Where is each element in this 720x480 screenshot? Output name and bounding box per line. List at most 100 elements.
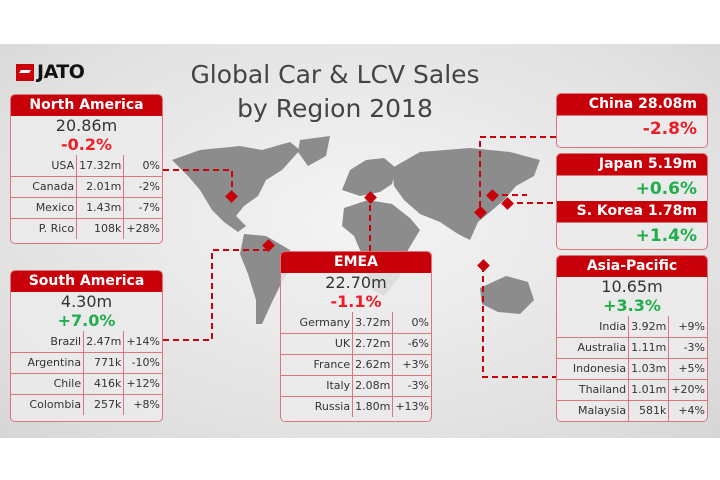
country-change: +3% — [392, 353, 431, 375]
europe-shape — [342, 158, 396, 196]
table-row: Argentina 771k -10% — [11, 351, 162, 373]
jato-logo-icon — [16, 63, 34, 81]
region-total: 22.70m — [325, 273, 387, 292]
country-change: +4% — [668, 399, 707, 421]
region-name: EMEA — [281, 252, 431, 273]
country-name: P. Rico — [11, 217, 77, 239]
country-change: 0% — [392, 312, 431, 333]
region-name: Asia-Pacific — [557, 256, 707, 277]
region-change: -1.1% — [330, 292, 382, 311]
country-change: +12% — [123, 372, 162, 394]
table-row: Australia 1.11m -3% — [557, 336, 707, 358]
country-change: -6% — [392, 332, 431, 354]
country-change: -2.8% — [557, 115, 707, 141]
country-sales: 2.01m — [76, 175, 124, 197]
north-america-box: North America 20.86m -0.2% USA 17.32m 0%… — [10, 94, 163, 244]
country-name-sales: Japan 5.19m — [557, 154, 707, 175]
country-name: Italy — [281, 374, 353, 396]
greenland-shape — [298, 136, 330, 166]
country-change: +28% — [123, 217, 162, 239]
country-sales: 2.47m — [83, 331, 124, 352]
country-sales: 3.72m — [352, 312, 393, 333]
location-markers — [225, 189, 514, 272]
region-name: North America — [11, 95, 162, 116]
table-row: Russia 1.80m +13% — [281, 395, 431, 417]
table-row: Brazil 2.47m +14% — [11, 331, 162, 352]
country-change: -2% — [123, 175, 162, 197]
country-name: Malaysia — [557, 399, 629, 421]
table-row: USA 17.32m 0% — [11, 155, 162, 176]
south-korea-box: S. Korea 1.78m +1.4% — [556, 201, 708, 250]
country-name: USA — [51, 158, 75, 172]
country-sales: 1.03m — [628, 357, 669, 379]
china-box: China 28.08m -2.8% — [556, 93, 708, 148]
page-title: Global Car & LCV Sales by Region 2018 — [185, 58, 485, 126]
country-sales: 2.62m — [352, 353, 393, 375]
country-name: Mexico — [11, 196, 77, 218]
country-sales: 581k — [628, 399, 669, 421]
country-name: Chile — [11, 372, 84, 394]
country-name: Russia — [281, 395, 353, 417]
title-line-1: Global Car & LCV Sales — [190, 60, 480, 89]
north-america-shape — [172, 142, 300, 232]
country-name: Indonesia — [557, 357, 629, 379]
country-name: Thailand — [557, 378, 629, 400]
country-change: -3% — [668, 336, 707, 358]
country-sales: 17.32m — [76, 155, 124, 176]
country-change: +0.6% — [557, 175, 707, 201]
table-row: UK 2.72m -6% — [281, 332, 431, 354]
table-row: France 2.62m +3% — [281, 353, 431, 375]
region-total: 10.65m — [601, 277, 663, 296]
country-sales: 108k — [76, 217, 124, 239]
country-sales: 1.80m — [352, 395, 393, 417]
south-america-box: South America 4.30m +7.0% Brazil 2.47m +… — [10, 270, 163, 422]
table-row: Chile 416k +12% — [11, 372, 162, 394]
country-name: Brazil — [50, 334, 82, 348]
country-change: +14% — [123, 331, 162, 352]
country-table: USA 17.32m 0% Canada 2.01m -2% Mexico 1.… — [11, 155, 162, 239]
country-change: +1.4% — [557, 222, 707, 248]
australia-shape — [480, 276, 534, 314]
country-change: +9% — [668, 316, 707, 337]
country-sales: 2.08m — [352, 374, 393, 396]
country-name: Australia — [557, 336, 629, 358]
country-name: Germany — [299, 315, 351, 329]
country-table: India 3.92m +9% Australia 1.11m -3% Indo… — [557, 316, 707, 421]
country-table: Germany 3.72m 0% UK 2.72m -6% France 2.6… — [281, 312, 431, 417]
asia-shape — [392, 148, 540, 240]
region-total: 4.30m — [60, 292, 113, 311]
country-change: +8% — [123, 393, 162, 415]
region-name: South America — [11, 271, 162, 292]
country-name: France — [281, 353, 353, 375]
country-name: Colombia — [11, 393, 84, 415]
table-row: P. Rico 108k +28% — [11, 217, 162, 239]
country-sales: 1.01m — [628, 378, 669, 400]
country-sales: 771k — [83, 351, 124, 373]
japan-box: Japan 5.19m +0.6% — [556, 153, 708, 201]
emea-box: EMEA 22.70m -1.1% Germany 3.72m 0% UK 2.… — [280, 251, 432, 422]
logo-text: JATO — [37, 61, 85, 83]
table-row: Colombia 257k +8% — [11, 393, 162, 415]
region-change: +7.0% — [57, 311, 116, 330]
country-sales: 3.92m — [628, 316, 669, 337]
jato-logo: JATO — [16, 61, 85, 83]
region-total: 20.86m — [55, 116, 118, 135]
country-change: +13% — [392, 395, 431, 417]
region-change: -0.2% — [60, 135, 112, 154]
table-row: Thailand 1.01m +20% — [557, 378, 707, 400]
country-sales: 416k — [83, 372, 124, 394]
table-row: India 3.92m +9% — [557, 316, 707, 337]
table-row: Canada 2.01m -2% — [11, 175, 162, 197]
asia-pacific-box: Asia-Pacific 10.65m +3.3% India 3.92m +9… — [556, 255, 708, 422]
country-sales: 1.11m — [628, 336, 669, 358]
country-name: Argentina — [11, 351, 84, 373]
country-change: +20% — [668, 378, 707, 400]
country-change: -10% — [123, 351, 162, 373]
country-name-sales: S. Korea 1.78m — [557, 201, 707, 222]
region-change: +3.3% — [603, 296, 661, 315]
country-sales: 257k — [83, 393, 124, 415]
country-change: 0% — [123, 155, 162, 176]
table-row: Germany 3.72m 0% — [281, 312, 431, 333]
country-change: -3% — [392, 374, 431, 396]
